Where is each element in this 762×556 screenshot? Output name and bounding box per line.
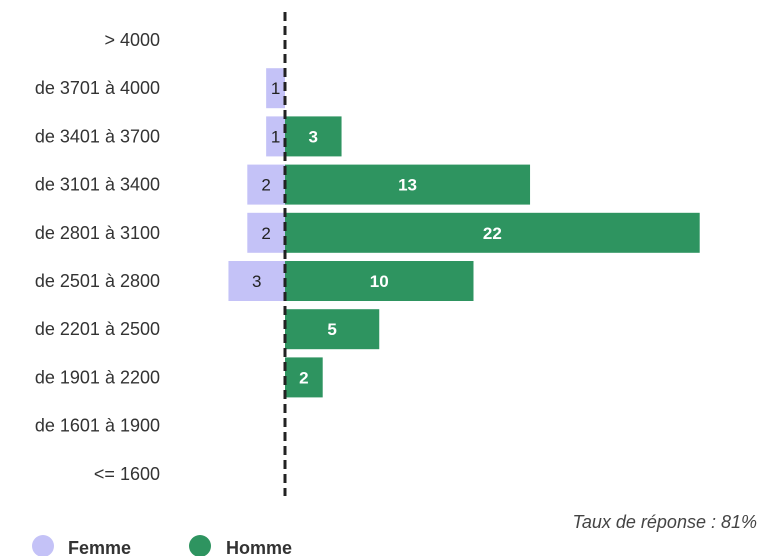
legend-swatch-femme [32, 535, 54, 556]
bar-homme [285, 309, 380, 350]
response-rate-note: Taux de réponse : 81% [573, 512, 757, 532]
bar-femme [266, 68, 285, 109]
category-label: de 1901 à 2200 [35, 367, 160, 387]
data-label-homme: 3 [309, 127, 318, 146]
bar-femme [247, 212, 285, 253]
bar-homme [285, 164, 531, 205]
data-label-homme: 22 [483, 224, 502, 243]
bar-femme [228, 261, 285, 301]
bar-homme [285, 357, 323, 398]
data-label-femme: 1 [271, 127, 280, 146]
category-label: de 2201 à 2500 [35, 319, 160, 339]
category-label: <= 1600 [94, 464, 160, 484]
category-label: de 3701 à 4000 [35, 78, 160, 98]
bar-homme [285, 212, 700, 253]
bar-homme [285, 261, 474, 301]
legend-label-homme: Homme [226, 538, 292, 556]
data-label-homme: 13 [398, 176, 417, 195]
category-label: de 1601 à 1900 [35, 416, 160, 436]
data-label-homme: 2 [299, 368, 308, 387]
category-label: de 2501 à 2800 [35, 271, 160, 291]
category-label: de 3401 à 3700 [35, 126, 160, 146]
data-label-femme: 2 [261, 176, 270, 195]
data-label-femme: 2 [261, 224, 270, 243]
data-label-femme: 3 [252, 272, 261, 291]
data-label-homme: 5 [327, 320, 336, 339]
category-label: de 2801 à 3100 [35, 223, 160, 243]
category-label: de 3101 à 3400 [35, 175, 160, 195]
bar-femme [247, 164, 285, 205]
bar-femme [266, 116, 285, 157]
legend-swatch-homme [189, 535, 211, 556]
bar-homme [285, 116, 342, 157]
data-label-homme: 10 [370, 272, 389, 291]
category-label: > 4000 [104, 30, 160, 50]
data-label-femme: 1 [271, 79, 280, 98]
legend-label-femme: Femme [68, 538, 131, 556]
